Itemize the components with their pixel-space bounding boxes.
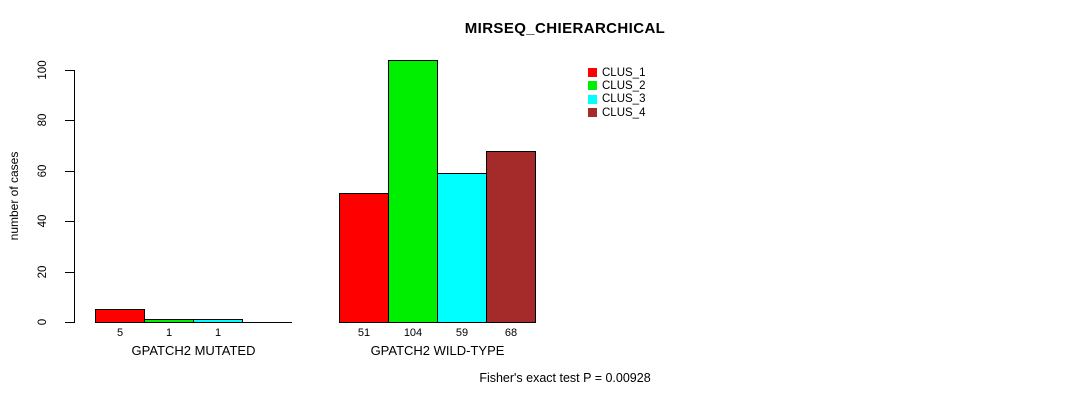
bar-clus_2-wildtype [388, 60, 438, 323]
bar-value-label: 59 [455, 327, 469, 339]
legend-label: CLUS_4 [602, 106, 646, 119]
y-tick-label: 80 [37, 113, 49, 127]
legend-item-clus_2: CLUS_2 [588, 79, 645, 92]
legend-swatch-icon [588, 68, 597, 78]
y-tick-mark [65, 70, 74, 71]
bar-value-label: 104 [403, 327, 423, 339]
legend-label: CLUS_3 [602, 93, 646, 106]
legend-item-clus_3: CLUS_3 [588, 93, 645, 106]
y-tick-label: 60 [37, 164, 49, 178]
y-axis-line [74, 70, 75, 323]
y-tick-mark [65, 272, 74, 273]
y-tick-mark [65, 322, 74, 323]
bar-clus_4-wildtype [486, 151, 536, 323]
legend-swatch-icon [588, 81, 597, 91]
legend-label: CLUS_2 [602, 79, 646, 92]
bar-value-label: 51 [357, 327, 371, 339]
x-category-label: GPATCH2 MUTATED [131, 343, 256, 358]
legend: CLUS_1 CLUS_2 CLUS_3 CLUS_4 [588, 66, 645, 119]
y-tick-mark [65, 120, 74, 121]
legend-label: CLUS_1 [602, 66, 646, 79]
chart-title: MIRSEQ_CHIERARCHICAL [464, 20, 666, 37]
bar-value-label: 5 [116, 327, 124, 339]
legend-swatch-icon [588, 108, 597, 118]
bar-clus_3-mutated [193, 319, 243, 323]
bar-clus_1-wildtype [339, 193, 389, 323]
y-tick-label: 20 [37, 265, 49, 279]
legend-swatch-icon [588, 94, 597, 104]
y-tick-label: 100 [37, 60, 49, 80]
bar-value-label: 1 [214, 327, 222, 339]
bar-clus_2-mutated [144, 319, 194, 323]
bar-value-label: 68 [504, 327, 518, 339]
y-tick-mark [65, 171, 74, 172]
y-tick-label: 0 [37, 318, 49, 326]
bar-value-label: 1 [165, 327, 173, 339]
legend-item-clus_4: CLUS_4 [588, 106, 645, 119]
y-axis-title: number of cases [7, 151, 21, 241]
bar-clus_1-mutated [95, 309, 145, 323]
y-tick-label: 40 [37, 214, 49, 228]
x-category-label: GPATCH2 WILD-TYPE [370, 343, 505, 358]
y-tick-mark [65, 221, 74, 222]
legend-item-clus_1: CLUS_1 [588, 66, 645, 79]
bar-clus_3-wildtype [437, 173, 487, 323]
fisher-test-note: Fisher's exact test P = 0.00928 [479, 371, 651, 385]
